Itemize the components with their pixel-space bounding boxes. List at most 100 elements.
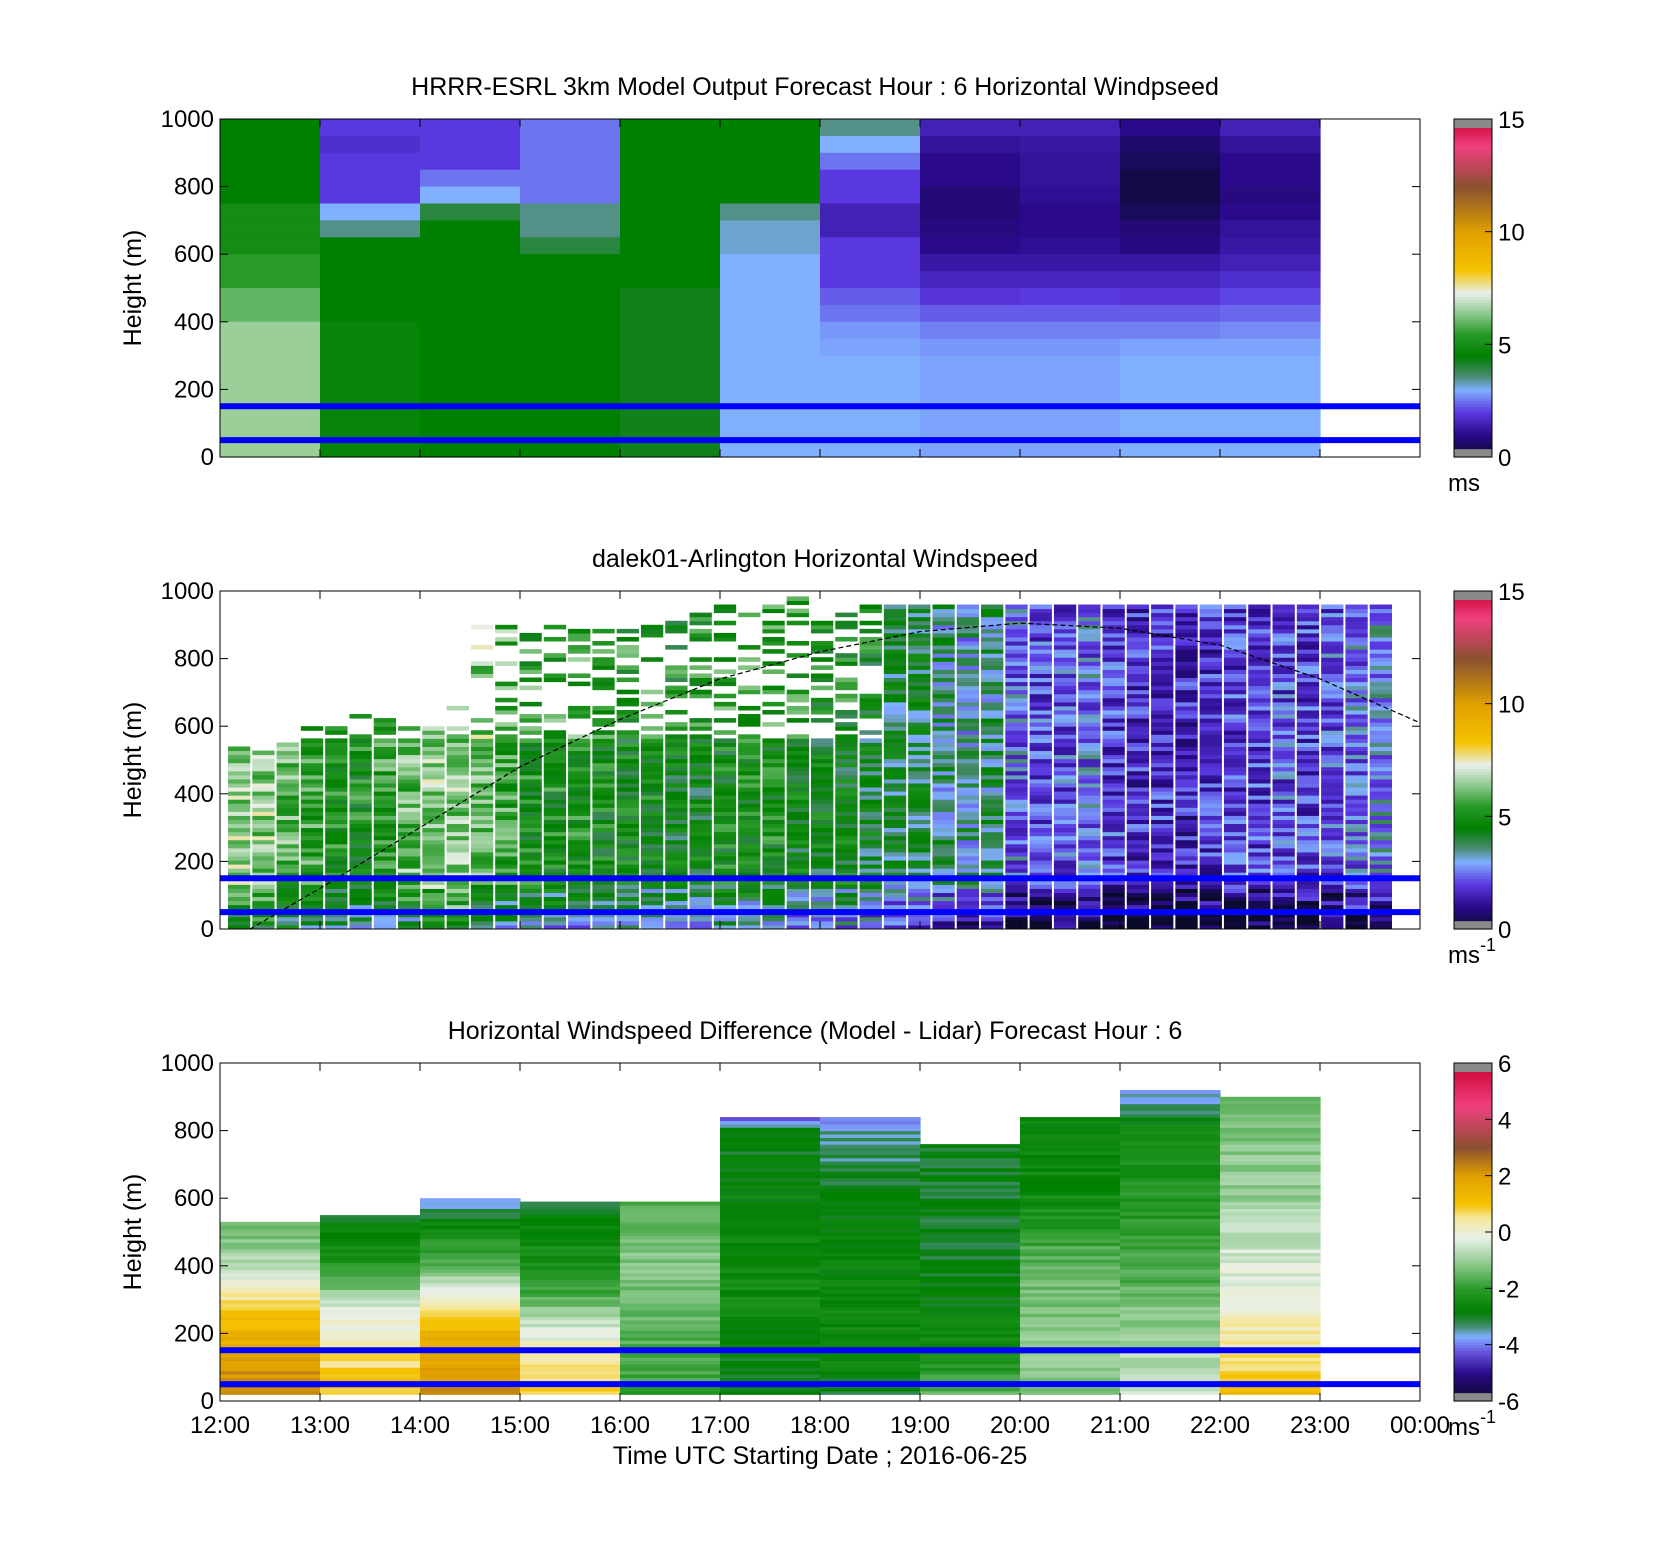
heatmap-cell [220,1235,321,1240]
heatmap-cell [1126,714,1150,719]
heatmap-cell [616,855,639,861]
heatmap-cell [1102,750,1125,756]
heatmap-cell [1220,1387,1321,1392]
heatmap-cell [1020,1117,1121,1122]
heatmap-cell [1175,900,1198,906]
heatmap-cell [349,754,372,760]
heatmap-cell [665,709,688,715]
heatmap-cell [665,766,688,772]
heatmap-cell [786,791,809,796]
heatmap-cell [349,782,372,788]
heatmap-cell [859,868,882,873]
heatmap-cell [1223,693,1247,699]
heatmap-cell [1296,868,1320,873]
heatmap-cell [520,1225,621,1230]
heatmap-cell [908,787,931,792]
heatmap-cell [720,1221,821,1226]
heatmap-cell [1248,697,1271,703]
colorbar-segment [1454,1102,1492,1106]
colorbar-segment [1454,1257,1492,1261]
heatmap-cell [1020,1333,1121,1338]
heatmap-cell [1029,924,1052,930]
heatmap-cell [1345,843,1368,849]
heatmap-cell [1005,868,1028,873]
heatmap-cell [1029,616,1052,622]
heatmap-cell [276,807,299,812]
heatmap-cell [543,839,567,845]
heatmap-cell [1151,677,1174,683]
heatmap-cell [470,884,494,889]
heatmap-cell [495,864,518,869]
heatmap-cell [1175,758,1198,764]
heatmap-cell [1053,770,1077,776]
heatmap-cell [543,803,567,808]
heatmap-cell [1272,628,1295,634]
heatmap-cell [720,1117,821,1122]
heatmap-cell [956,827,980,833]
heatmap-cell [981,657,1004,662]
heatmap-cell [1005,860,1028,865]
heatmap-cell [1126,628,1150,634]
heatmap-cell [1248,738,1271,743]
heatmap-cell [810,754,834,760]
heatmap-cell [1321,714,1344,719]
heatmap-cell [620,1225,721,1230]
heatmap-cell [520,1221,621,1226]
heatmap-cell [519,855,542,861]
colorbar-segment [1454,1285,1492,1289]
heatmap-cell [981,799,1004,804]
heatmap-cell [1126,807,1150,812]
heatmap-cell [252,839,275,845]
heatmap-cell [1345,620,1368,626]
heatmap-cell [1029,653,1052,658]
heatmap-cell [1199,803,1222,808]
heatmap-cell [1220,1252,1321,1257]
heatmap-cell [1369,714,1392,719]
heatmap-cell [1199,823,1222,829]
heatmap-cell [820,1127,921,1132]
heatmap-cell [1369,904,1392,910]
heatmap-cell [689,815,712,820]
heatmap-cell [1053,860,1077,865]
heatmap-cell [620,1289,721,1294]
heatmap-cell [1345,799,1368,804]
heatmap-cell [1151,766,1174,772]
heatmap-cell [220,1316,321,1321]
heatmap-cell [520,1299,621,1304]
heatmap-cell [616,734,639,739]
heatmap-cell [665,847,688,853]
heatmap-cell [300,860,324,865]
heatmap-cell [1126,608,1150,614]
heatmap-cell [820,355,921,374]
heatmap-cell [762,835,785,841]
heatmap-cell [738,734,761,739]
heatmap-cell [920,304,1021,323]
heatmap-cell [1175,754,1198,760]
heatmap-cell [883,819,907,825]
heatmap-cell [1005,681,1028,687]
colorbar-tick-label: 0 [1498,1220,1511,1247]
heatmap-cell [276,851,299,857]
heatmap-cell [616,924,639,930]
heatmap-cell [620,304,721,323]
heatmap-cell [616,746,639,752]
heatmap-cell [620,1282,721,1287]
heatmap-cell [1223,787,1247,792]
heatmap-cell [252,758,275,764]
colorbar-tick-label: 4 [1498,1107,1511,1134]
heatmap-cell [932,758,955,764]
heatmap-cell [720,152,821,171]
colorbar-segment [1454,1262,1492,1267]
colorbar-segment [1454,1178,1492,1182]
heatmap-cell [446,868,469,873]
colorbar-segment [1454,1310,1492,1315]
heatmap-cell [820,406,921,424]
heatmap-cell [620,1367,721,1372]
heatmap-cell [956,843,980,849]
colorbar-segment [1454,852,1492,857]
heatmap-cell [620,1323,721,1328]
heatmap-cell [820,1171,921,1176]
heatmap-cell [1345,693,1368,699]
heatmap-cell [665,722,688,727]
heatmap-cell [1272,770,1295,776]
